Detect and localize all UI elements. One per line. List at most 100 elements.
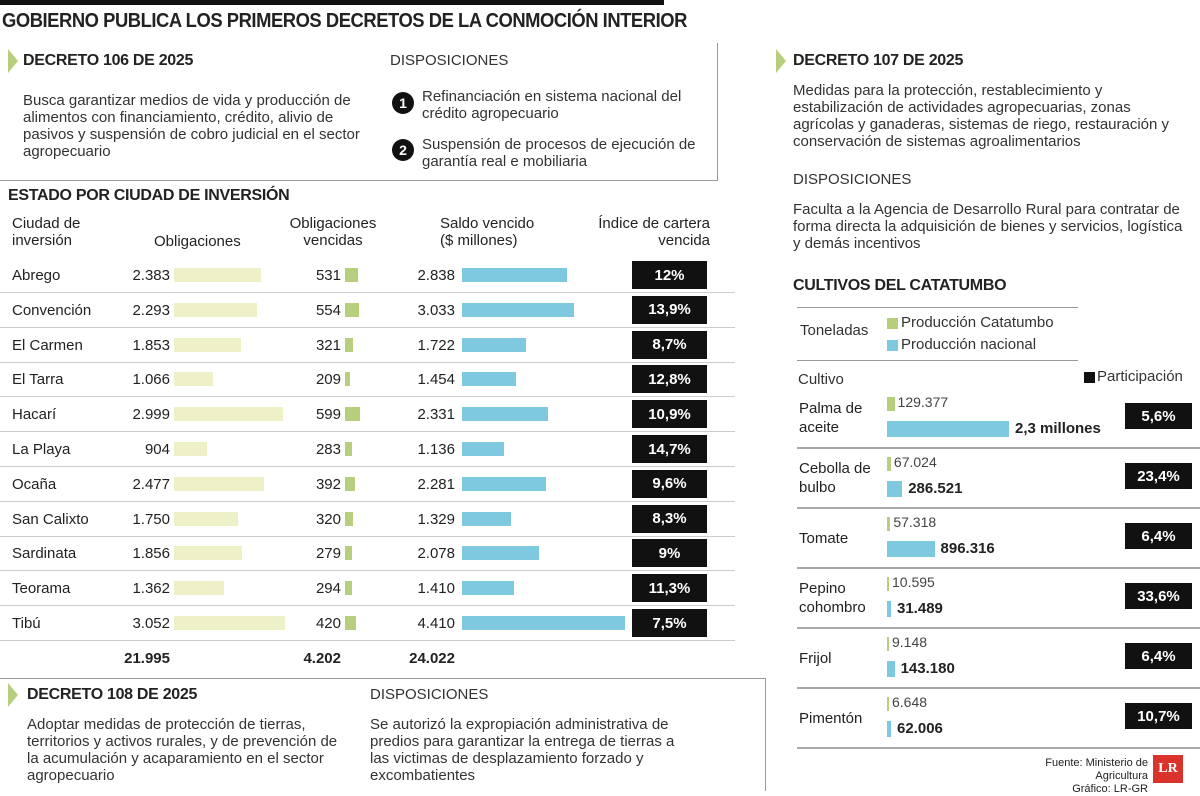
decreto-108-heading: DECRETO 108 DE 2025: [27, 686, 198, 703]
catatumbo-value: 57.318: [893, 514, 937, 530]
saldo-value: 2.331: [417, 406, 455, 424]
total-saldo: 24.022: [409, 650, 455, 667]
table-row: Teorama 1.362 294 1.410 11,3%: [0, 571, 735, 607]
indice-badge: 11,3%: [632, 574, 707, 603]
obligaciones-bar: [174, 616, 285, 630]
indice-badge: 14,7%: [632, 435, 707, 463]
city-name: Teorama: [12, 580, 71, 598]
crop-name: Palma de aceite: [799, 400, 863, 436]
table-row: Abrego 2.383 531 2.838 12%: [0, 258, 735, 293]
table-title: ESTADO POR CIUDAD DE INVERSIÓN: [8, 187, 290, 204]
divider: [797, 360, 1078, 361]
vencidas-bar: [345, 476, 355, 491]
vencidas-value: 420: [315, 615, 341, 632]
nacional-bar: [887, 421, 1009, 437]
obligaciones-value: 3.052: [132, 615, 170, 632]
vencidas-value: 599: [315, 406, 341, 424]
crop-row: Pepino cohombro 10.595 31.489 33,6%: [797, 569, 1200, 629]
indice-badge: 9,6%: [632, 469, 707, 498]
city-name: Ocaña: [12, 475, 57, 493]
obligaciones-value: 1.856: [132, 545, 170, 563]
obligaciones-value: 1.853: [132, 336, 170, 354]
vencidas-value: 209: [315, 371, 341, 389]
table-row: Ocaña 2.477 392 2.281 9,6%: [0, 467, 735, 502]
indice-badge: 8,7%: [632, 330, 707, 359]
footer: Fuente: Ministerio de Agricultura Gráfic…: [1000, 757, 1148, 796]
saldo-bar: [462, 476, 547, 491]
crop-name: Cebolla de bulbo: [799, 460, 871, 496]
page-title: GOBIERNO PUBLICA LOS PRIMEROS DECRETOS D…: [2, 10, 687, 32]
catatumbo-value: 67.024: [893, 454, 937, 470]
saldo-bar: [462, 268, 567, 282]
vencidas-value: 283: [315, 441, 341, 458]
col-header-indice: Índice de cartera vencida: [598, 215, 710, 249]
indice-badge: 7,5%: [632, 609, 707, 637]
vencidas-bar: [345, 268, 359, 282]
saldo-value: 1.410: [417, 580, 455, 598]
saldo-value: 1.329: [417, 510, 455, 528]
saldo-value: 1.454: [417, 371, 455, 389]
catatumbo-value: 6.648: [892, 694, 928, 710]
disposicion-2: Suspensión de procesos de ejecución de g…: [422, 136, 696, 170]
catatumbo-bar: [887, 697, 889, 711]
obligaciones-bar: [174, 511, 238, 526]
legend-swatch-catatumbo: [887, 318, 898, 329]
decreto-106-heading: DECRETO 106 DE 2025: [23, 52, 194, 69]
vencidas-bar: [345, 616, 356, 630]
unit-label: Toneladas: [800, 322, 869, 339]
vencidas-bar: [345, 581, 353, 596]
arrow-icon: [776, 49, 786, 73]
total-obligaciones: 21.995: [124, 650, 170, 667]
catatumbo-bar: [887, 577, 889, 591]
number-2-icon: 2: [392, 139, 414, 161]
obligaciones-bar: [174, 581, 224, 596]
indice-badge: 12%: [632, 261, 707, 289]
nacional-value: 2,3 millones: [1015, 420, 1101, 437]
city-name: La Playa: [12, 441, 71, 458]
disposicion-1: Refinanciación en sistema nacional del c…: [422, 88, 682, 122]
city-name: Tibú: [12, 615, 41, 632]
credit: Gráfico: LR-GR: [1072, 783, 1148, 795]
city-name: Abrego: [12, 267, 61, 284]
vencidas-value: 320: [315, 510, 341, 528]
crop-name: Pepino cohombro: [799, 580, 866, 616]
table-row: El Carmen 1.853 321 1.722 8,7%: [0, 328, 735, 363]
obligaciones-value: 2.477: [132, 475, 170, 493]
obligaciones-value: 1.362: [132, 580, 170, 598]
decreto-106-body: Busca garantizar medios de vida y produc…: [23, 92, 360, 160]
saldo-value: 1.136: [417, 441, 455, 458]
nacional-bar: [887, 481, 903, 497]
obligaciones-bar: [174, 442, 207, 456]
crop-row: Cebolla de bulbo 67.024 286.521 23,4%: [797, 449, 1200, 509]
table-row: El Tarra 1.066 209 1.454 12,8%: [0, 362, 735, 398]
decreto-106-disp-heading: DISPOSICIONES: [390, 52, 509, 69]
vencidas-bar: [345, 407, 360, 422]
vencidas-value: 392: [315, 475, 341, 493]
vencidas-bar: [345, 546, 352, 561]
arrow-icon: [8, 683, 18, 707]
decreto-107-body: Medidas para la protección, restablecimi…: [793, 82, 1170, 150]
arrow-icon: [8, 49, 18, 73]
nacional-value: 62.006: [897, 720, 943, 737]
indice-badge: 9%: [632, 539, 707, 568]
decreto-107-heading: DECRETO 107 DE 2025: [793, 52, 964, 69]
vencidas-value: 531: [315, 267, 341, 284]
legend-nacional: Producción nacional: [901, 336, 1037, 353]
indice-badge: 12,8%: [632, 365, 707, 394]
col-header-city: Ciudad de inversión: [12, 215, 81, 249]
table-row: San Calixto 1.750 320 1.329 8,3%: [0, 502, 735, 537]
saldo-bar: [462, 546, 539, 561]
decreto-108-body: Adoptar medidas de protección de tierras…: [27, 716, 338, 784]
total-vencidas: 4.202: [303, 650, 341, 667]
vencidas-bar: [345, 511, 353, 526]
table-row: La Playa 904 283 1.136 14,7%: [0, 432, 735, 467]
legend-swatch-participacion: [1084, 372, 1095, 383]
nacional-value: 896.316: [940, 540, 995, 557]
saldo-bar: [462, 616, 625, 630]
city-name: Hacarí: [12, 406, 57, 424]
table-row: Sardinata 1.856 279 2.078 9%: [0, 536, 735, 572]
obligaciones-bar: [174, 546, 242, 561]
participacion-badge: 6,4%: [1125, 523, 1192, 549]
saldo-value: 4.410: [417, 615, 455, 632]
city-name: Sardinata: [12, 545, 77, 563]
